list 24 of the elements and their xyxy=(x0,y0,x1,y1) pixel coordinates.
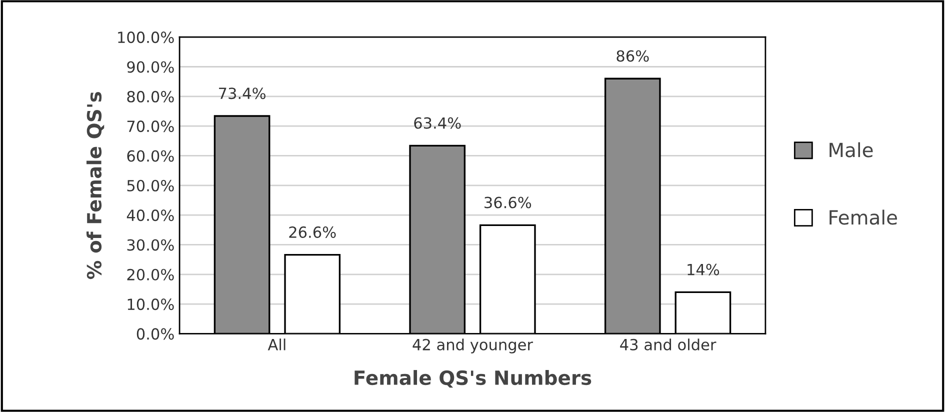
y-tick-label: 80.0% xyxy=(127,90,174,102)
y-tick-label: 50.0% xyxy=(127,180,174,192)
legend-label: Female xyxy=(830,210,897,225)
data-label: 36.6% xyxy=(484,196,532,208)
data-label: 63.4% xyxy=(414,117,461,129)
y-tick-label: 100.0% xyxy=(118,32,174,44)
data-label: 26.6% xyxy=(289,226,336,238)
y-tick-label: 40.0% xyxy=(126,210,174,222)
y-tick-label: 10.0% xyxy=(128,298,174,310)
y-tick-label: 30.0% xyxy=(127,239,174,251)
y-tick-label: 0.0% xyxy=(136,328,174,340)
x-tick-label: 42 and younger xyxy=(412,338,534,354)
x-tick-label: 43 and older xyxy=(620,338,716,350)
data-label: 14% xyxy=(688,264,720,276)
x-tick-label: All xyxy=(268,338,286,350)
x-axis-title: Female QS's Numbers xyxy=(354,370,592,388)
y-axis-title: % of Female QS's xyxy=(86,92,104,280)
y-tick-label: 20.0% xyxy=(127,268,174,280)
y-tick-label: 90.0% xyxy=(127,61,174,73)
y-tick-label: 70.0% xyxy=(127,120,174,132)
data-label: 73.4% xyxy=(219,88,266,100)
legend-label: Male xyxy=(830,142,873,158)
y-tick-label: 60.0% xyxy=(127,150,174,162)
data-label: 86% xyxy=(616,50,649,62)
